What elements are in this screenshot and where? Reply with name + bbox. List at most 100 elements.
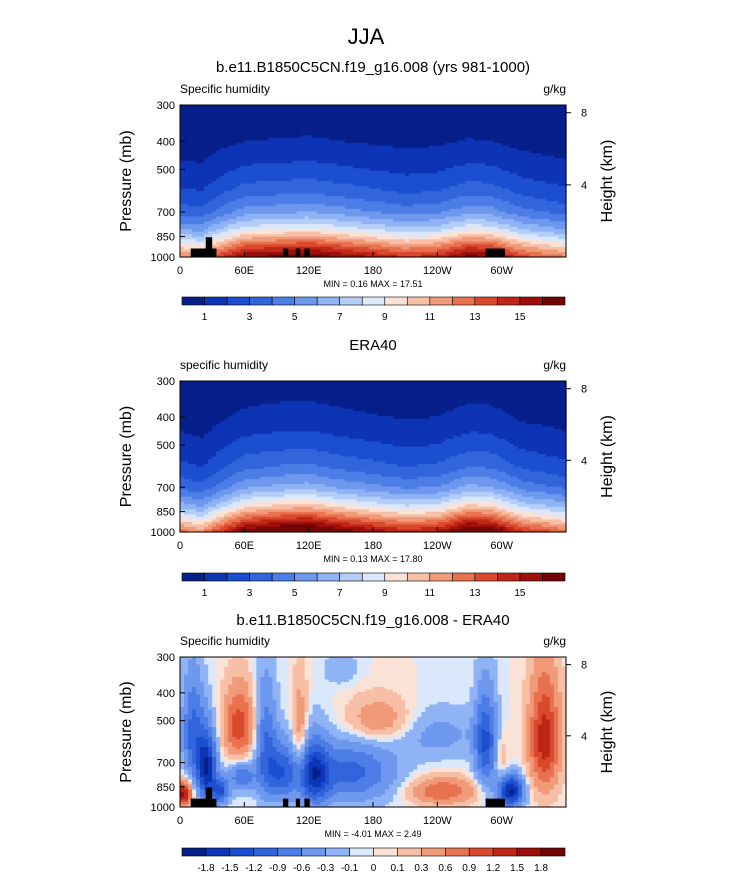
field-cell (332, 127, 338, 131)
field-cell (356, 130, 362, 134)
field-cell (525, 145, 531, 149)
field-cell (557, 125, 563, 129)
field-cell (300, 145, 306, 149)
field-cell (521, 158, 527, 162)
field-cell (188, 143, 193, 147)
field-cell (453, 122, 459, 126)
field-cell (196, 160, 201, 164)
field-cell (417, 122, 422, 126)
field-cell (212, 137, 217, 142)
field-cell (445, 115, 450, 119)
field-cell (344, 132, 350, 136)
field-cell (525, 122, 531, 126)
field-cell (529, 143, 535, 147)
field-cell (545, 125, 551, 129)
field-cell (180, 140, 185, 144)
field-cell (320, 112, 326, 116)
field-cell (525, 158, 531, 162)
field-cell (429, 107, 434, 111)
field-cell (188, 130, 193, 134)
field-cell (212, 158, 217, 162)
field-cell (316, 125, 322, 129)
field-cell (469, 130, 475, 134)
field-cell (453, 112, 459, 116)
field-cell (192, 153, 197, 157)
field-cell (433, 148, 438, 152)
field-cell (208, 122, 213, 126)
field-cell (405, 153, 410, 157)
field-cell (352, 112, 358, 116)
field-cell (405, 163, 410, 167)
field-cell (457, 143, 463, 147)
field-cell (389, 132, 394, 136)
field-cell (244, 117, 249, 121)
field-cell (308, 160, 314, 164)
field-cell (352, 120, 358, 124)
field-cell (513, 145, 519, 149)
field-cell (545, 115, 551, 119)
field-cell (517, 137, 523, 142)
field-cell (280, 120, 286, 124)
field-cell (260, 127, 266, 131)
field-cell (300, 155, 306, 159)
field-cell (352, 143, 358, 147)
field-cell (433, 155, 438, 159)
field-cell (260, 148, 266, 152)
field-cell (549, 107, 555, 111)
field-cell (340, 120, 346, 124)
field-cell (332, 125, 338, 129)
field-cell (449, 105, 455, 109)
field-cell (208, 127, 213, 131)
field-cell (529, 132, 535, 136)
field-cell (236, 150, 241, 154)
field-cell (505, 115, 511, 119)
field-cell (401, 117, 406, 121)
field-cell (393, 132, 398, 136)
field-cell (485, 122, 491, 126)
field-cell (477, 160, 483, 164)
field-cell (513, 130, 519, 134)
field-cell (477, 120, 483, 124)
panel-title: b.e11.B1850C5CN.f19_g16.008 (yrs 981-100… (216, 59, 530, 76)
field-cell (413, 160, 418, 164)
field-cell (509, 155, 515, 159)
field-cell (184, 155, 189, 159)
field-cell (497, 105, 503, 109)
field-cell (336, 130, 342, 134)
field-cell (324, 158, 330, 162)
field-cell (256, 148, 262, 152)
field-cell (260, 150, 266, 154)
field-cell (216, 112, 221, 116)
field-cell (224, 140, 229, 144)
field-cell (256, 153, 262, 157)
field-cell (429, 155, 434, 159)
field-cell (264, 140, 270, 144)
field-cell (421, 132, 426, 136)
field-cell (373, 125, 378, 129)
field-cell (328, 125, 334, 129)
field-cell (529, 105, 535, 109)
field-cell (405, 137, 410, 142)
field-cell (248, 155, 253, 159)
field-cell (505, 145, 511, 149)
field-cell (413, 130, 418, 134)
field-cell (268, 127, 274, 131)
field-cell (316, 163, 322, 167)
field-cell (453, 140, 459, 144)
field-cell (465, 105, 471, 109)
field-cell (457, 112, 463, 116)
field-cell (549, 145, 555, 149)
field-cell (457, 130, 463, 134)
field-cell (368, 107, 374, 111)
field-cell (509, 117, 515, 121)
field-cell (421, 160, 426, 164)
field-cell (236, 107, 241, 111)
field-cell (549, 112, 555, 116)
field-cell (497, 145, 503, 149)
field-cell (260, 110, 266, 114)
field-cell (192, 137, 197, 142)
field-cell (537, 122, 543, 126)
field-cell (292, 135, 298, 139)
field-cell (336, 163, 342, 167)
field-cell (220, 105, 225, 109)
